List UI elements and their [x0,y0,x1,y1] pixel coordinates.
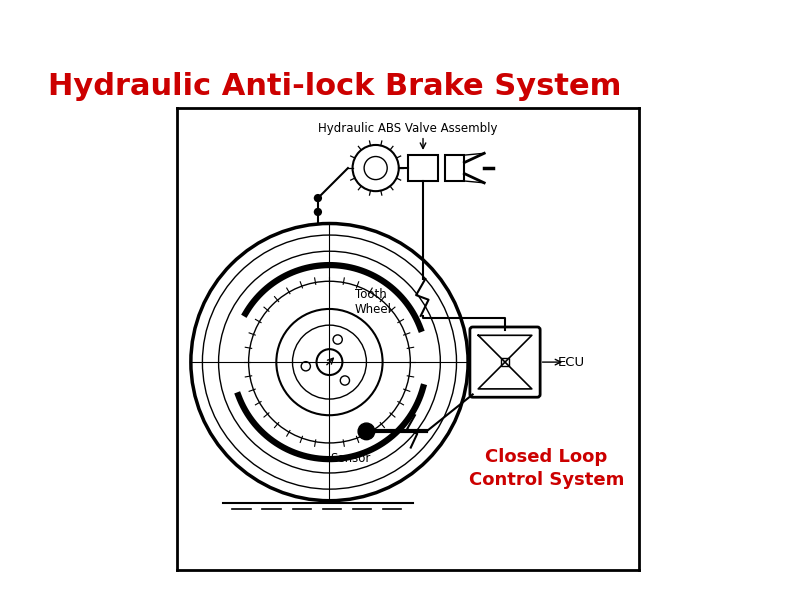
Circle shape [314,194,322,202]
Text: Tooth
Wheel: Tooth Wheel [355,288,392,316]
Text: Hydraulic ABS Valve Assembly: Hydraulic ABS Valve Assembly [318,122,498,135]
Bar [445,155,464,181]
Circle shape [317,349,342,375]
Bar [408,155,438,181]
Text: Sensor: Sensor [330,452,370,465]
Bar [501,358,509,366]
Text: Closed Loop
Control System: Closed Loop Control System [469,448,624,489]
Circle shape [314,208,322,216]
Text: Hydraulic Anti-lock Brake System: Hydraulic Anti-lock Brake System [48,72,622,101]
Text: ECU: ECU [558,356,586,368]
Circle shape [358,423,374,440]
